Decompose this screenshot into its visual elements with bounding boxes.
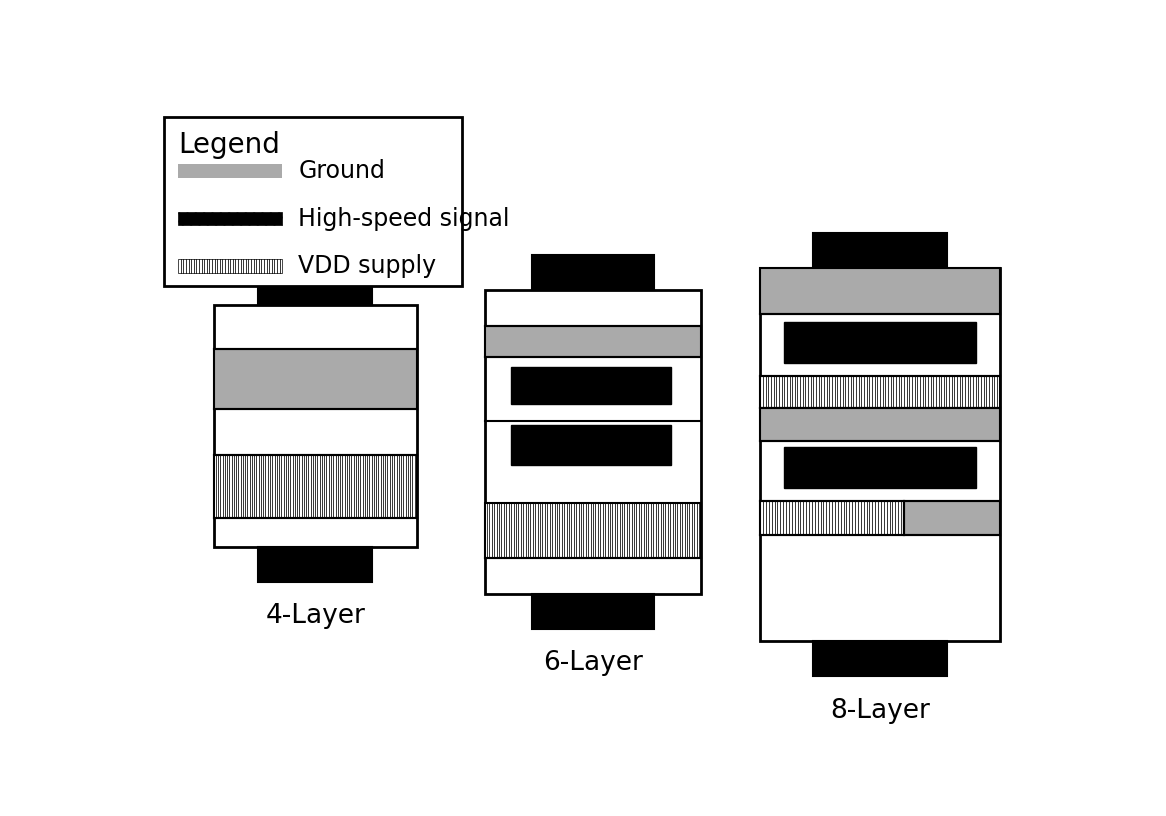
Text: 6-Layer: 6-Layer bbox=[543, 650, 642, 676]
Bar bbox=[813, 641, 947, 676]
Bar bbox=[163, 117, 462, 286]
Bar bbox=[258, 271, 372, 305]
Bar bbox=[258, 548, 372, 582]
Text: 4-Layer: 4-Layer bbox=[265, 603, 365, 629]
Bar bbox=[213, 348, 417, 410]
Bar bbox=[760, 268, 999, 641]
Text: Legend: Legend bbox=[178, 131, 280, 158]
Bar bbox=[760, 268, 999, 314]
Bar bbox=[760, 501, 904, 534]
Bar bbox=[785, 447, 976, 488]
Bar bbox=[760, 408, 999, 441]
Bar bbox=[213, 455, 417, 518]
Bar bbox=[178, 259, 282, 273]
Bar bbox=[485, 326, 702, 357]
Bar bbox=[178, 211, 282, 225]
Bar bbox=[178, 164, 282, 178]
Text: 8-Layer: 8-Layer bbox=[830, 698, 930, 724]
Bar bbox=[813, 233, 947, 268]
Bar bbox=[533, 255, 654, 290]
Bar bbox=[511, 367, 672, 404]
Bar bbox=[533, 594, 654, 629]
Text: High-speed signal: High-speed signal bbox=[298, 206, 510, 231]
Bar bbox=[785, 322, 976, 363]
Bar bbox=[511, 425, 672, 465]
Bar bbox=[485, 503, 702, 557]
Text: Ground: Ground bbox=[298, 159, 385, 183]
Bar bbox=[485, 290, 702, 594]
Bar bbox=[213, 305, 417, 548]
Bar bbox=[760, 376, 999, 408]
Text: VDD supply: VDD supply bbox=[298, 254, 436, 278]
Bar bbox=[904, 501, 999, 534]
